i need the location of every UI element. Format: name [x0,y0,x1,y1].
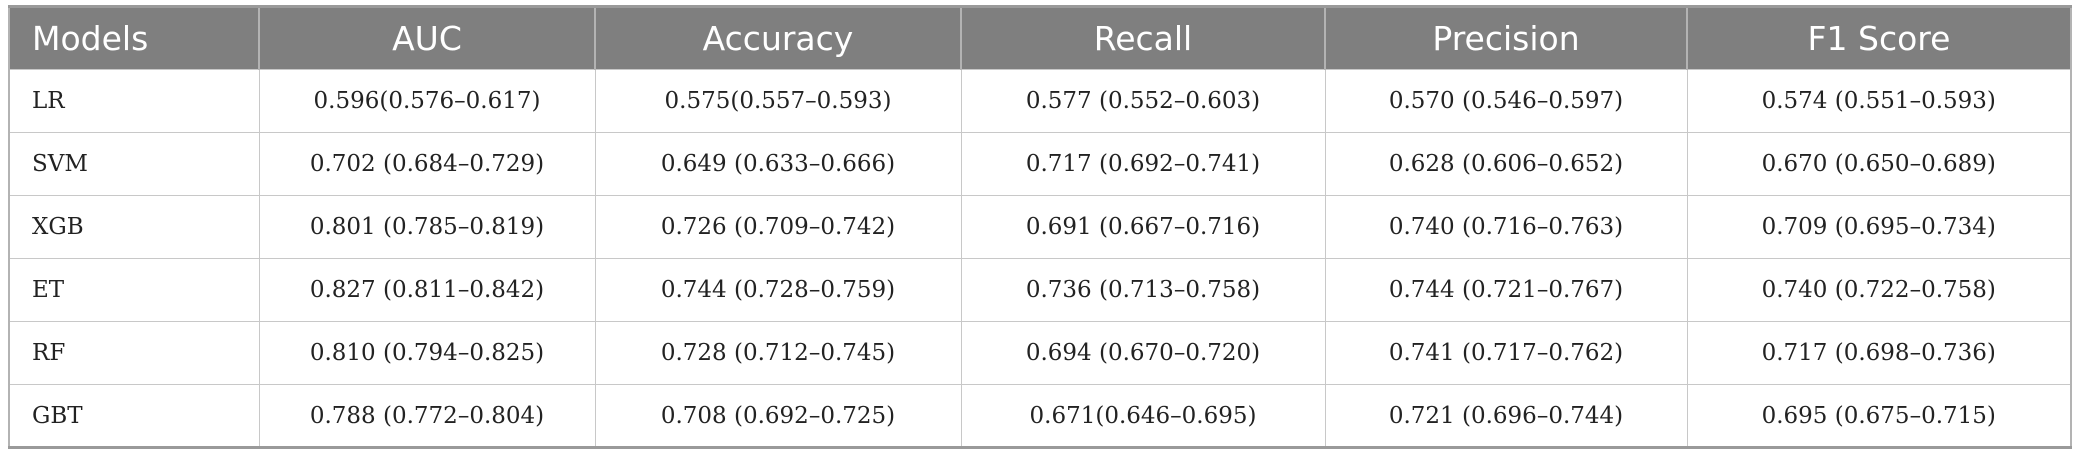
cell-accuracy: 0.575(0.557–0.593) [594,69,962,133]
cell-recall: 0.671(0.646–0.695) [960,384,1326,449]
header-recall: Recall [960,5,1326,70]
table-row: RF 0.810 (0.794–0.825) 0.728 (0.712–0.74… [8,321,2072,385]
cell-recall: 0.691 (0.667–0.716) [960,195,1326,259]
header-f1-score: F1 Score [1686,5,2072,70]
cell-model: LR [8,69,260,133]
cell-accuracy: 0.708 (0.692–0.725) [594,384,962,449]
cell-accuracy: 0.726 (0.709–0.742) [594,195,962,259]
cell-model: ET [8,258,260,322]
cell-f1-score: 0.574 (0.551–0.593) [1686,69,2072,133]
header-precision: Precision [1324,5,1688,70]
cell-auc: 0.702 (0.684–0.729) [258,132,596,196]
table-row: XGB 0.801 (0.785–0.819) 0.726 (0.709–0.7… [8,195,2072,259]
table-body: LR 0.596(0.576–0.617) 0.575(0.557–0.593)… [8,69,2072,449]
cell-precision: 0.628 (0.606–0.652) [1324,132,1688,196]
cell-precision: 0.570 (0.546–0.597) [1324,69,1688,133]
cell-accuracy: 0.649 (0.633–0.666) [594,132,962,196]
cell-auc: 0.788 (0.772–0.804) [258,384,596,449]
results-table-container: Models AUC Accuracy Recall Precision F1 … [8,5,2072,449]
header-accuracy: Accuracy [594,5,962,70]
cell-precision: 0.740 (0.716–0.763) [1324,195,1688,259]
cell-f1-score: 0.717 (0.698–0.736) [1686,321,2072,385]
cell-auc: 0.810 (0.794–0.825) [258,321,596,385]
cell-f1-score: 0.740 (0.722–0.758) [1686,258,2072,322]
cell-recall: 0.577 (0.552–0.603) [960,69,1326,133]
cell-precision: 0.744 (0.721–0.767) [1324,258,1688,322]
table-header: Models AUC Accuracy Recall Precision F1 … [8,5,2072,70]
header-auc: AUC [258,5,596,70]
cell-f1-score: 0.695 (0.675–0.715) [1686,384,2072,449]
cell-model: GBT [8,384,260,449]
model-metrics-table: Models AUC Accuracy Recall Precision F1 … [8,5,2072,449]
cell-f1-score: 0.709 (0.695–0.734) [1686,195,2072,259]
cell-auc: 0.827 (0.811–0.842) [258,258,596,322]
table-row: LR 0.596(0.576–0.617) 0.575(0.557–0.593)… [8,69,2072,133]
cell-precision: 0.741 (0.717–0.762) [1324,321,1688,385]
cell-accuracy: 0.744 (0.728–0.759) [594,258,962,322]
cell-model: XGB [8,195,260,259]
cell-recall: 0.717 (0.692–0.741) [960,132,1326,196]
cell-accuracy: 0.728 (0.712–0.745) [594,321,962,385]
table-row: ET 0.827 (0.811–0.842) 0.744 (0.728–0.75… [8,258,2072,322]
cell-recall: 0.736 (0.713–0.758) [960,258,1326,322]
cell-auc: 0.801 (0.785–0.819) [258,195,596,259]
header-row: Models AUC Accuracy Recall Precision F1 … [8,5,2072,70]
cell-model: SVM [8,132,260,196]
table-row: SVM 0.702 (0.684–0.729) 0.649 (0.633–0.6… [8,132,2072,196]
header-models: Models [8,5,260,70]
cell-recall: 0.694 (0.670–0.720) [960,321,1326,385]
cell-f1-score: 0.670 (0.650–0.689) [1686,132,2072,196]
cell-precision: 0.721 (0.696–0.744) [1324,384,1688,449]
table-row: GBT 0.788 (0.772–0.804) 0.708 (0.692–0.7… [8,384,2072,449]
cell-auc: 0.596(0.576–0.617) [258,69,596,133]
cell-model: RF [8,321,260,385]
